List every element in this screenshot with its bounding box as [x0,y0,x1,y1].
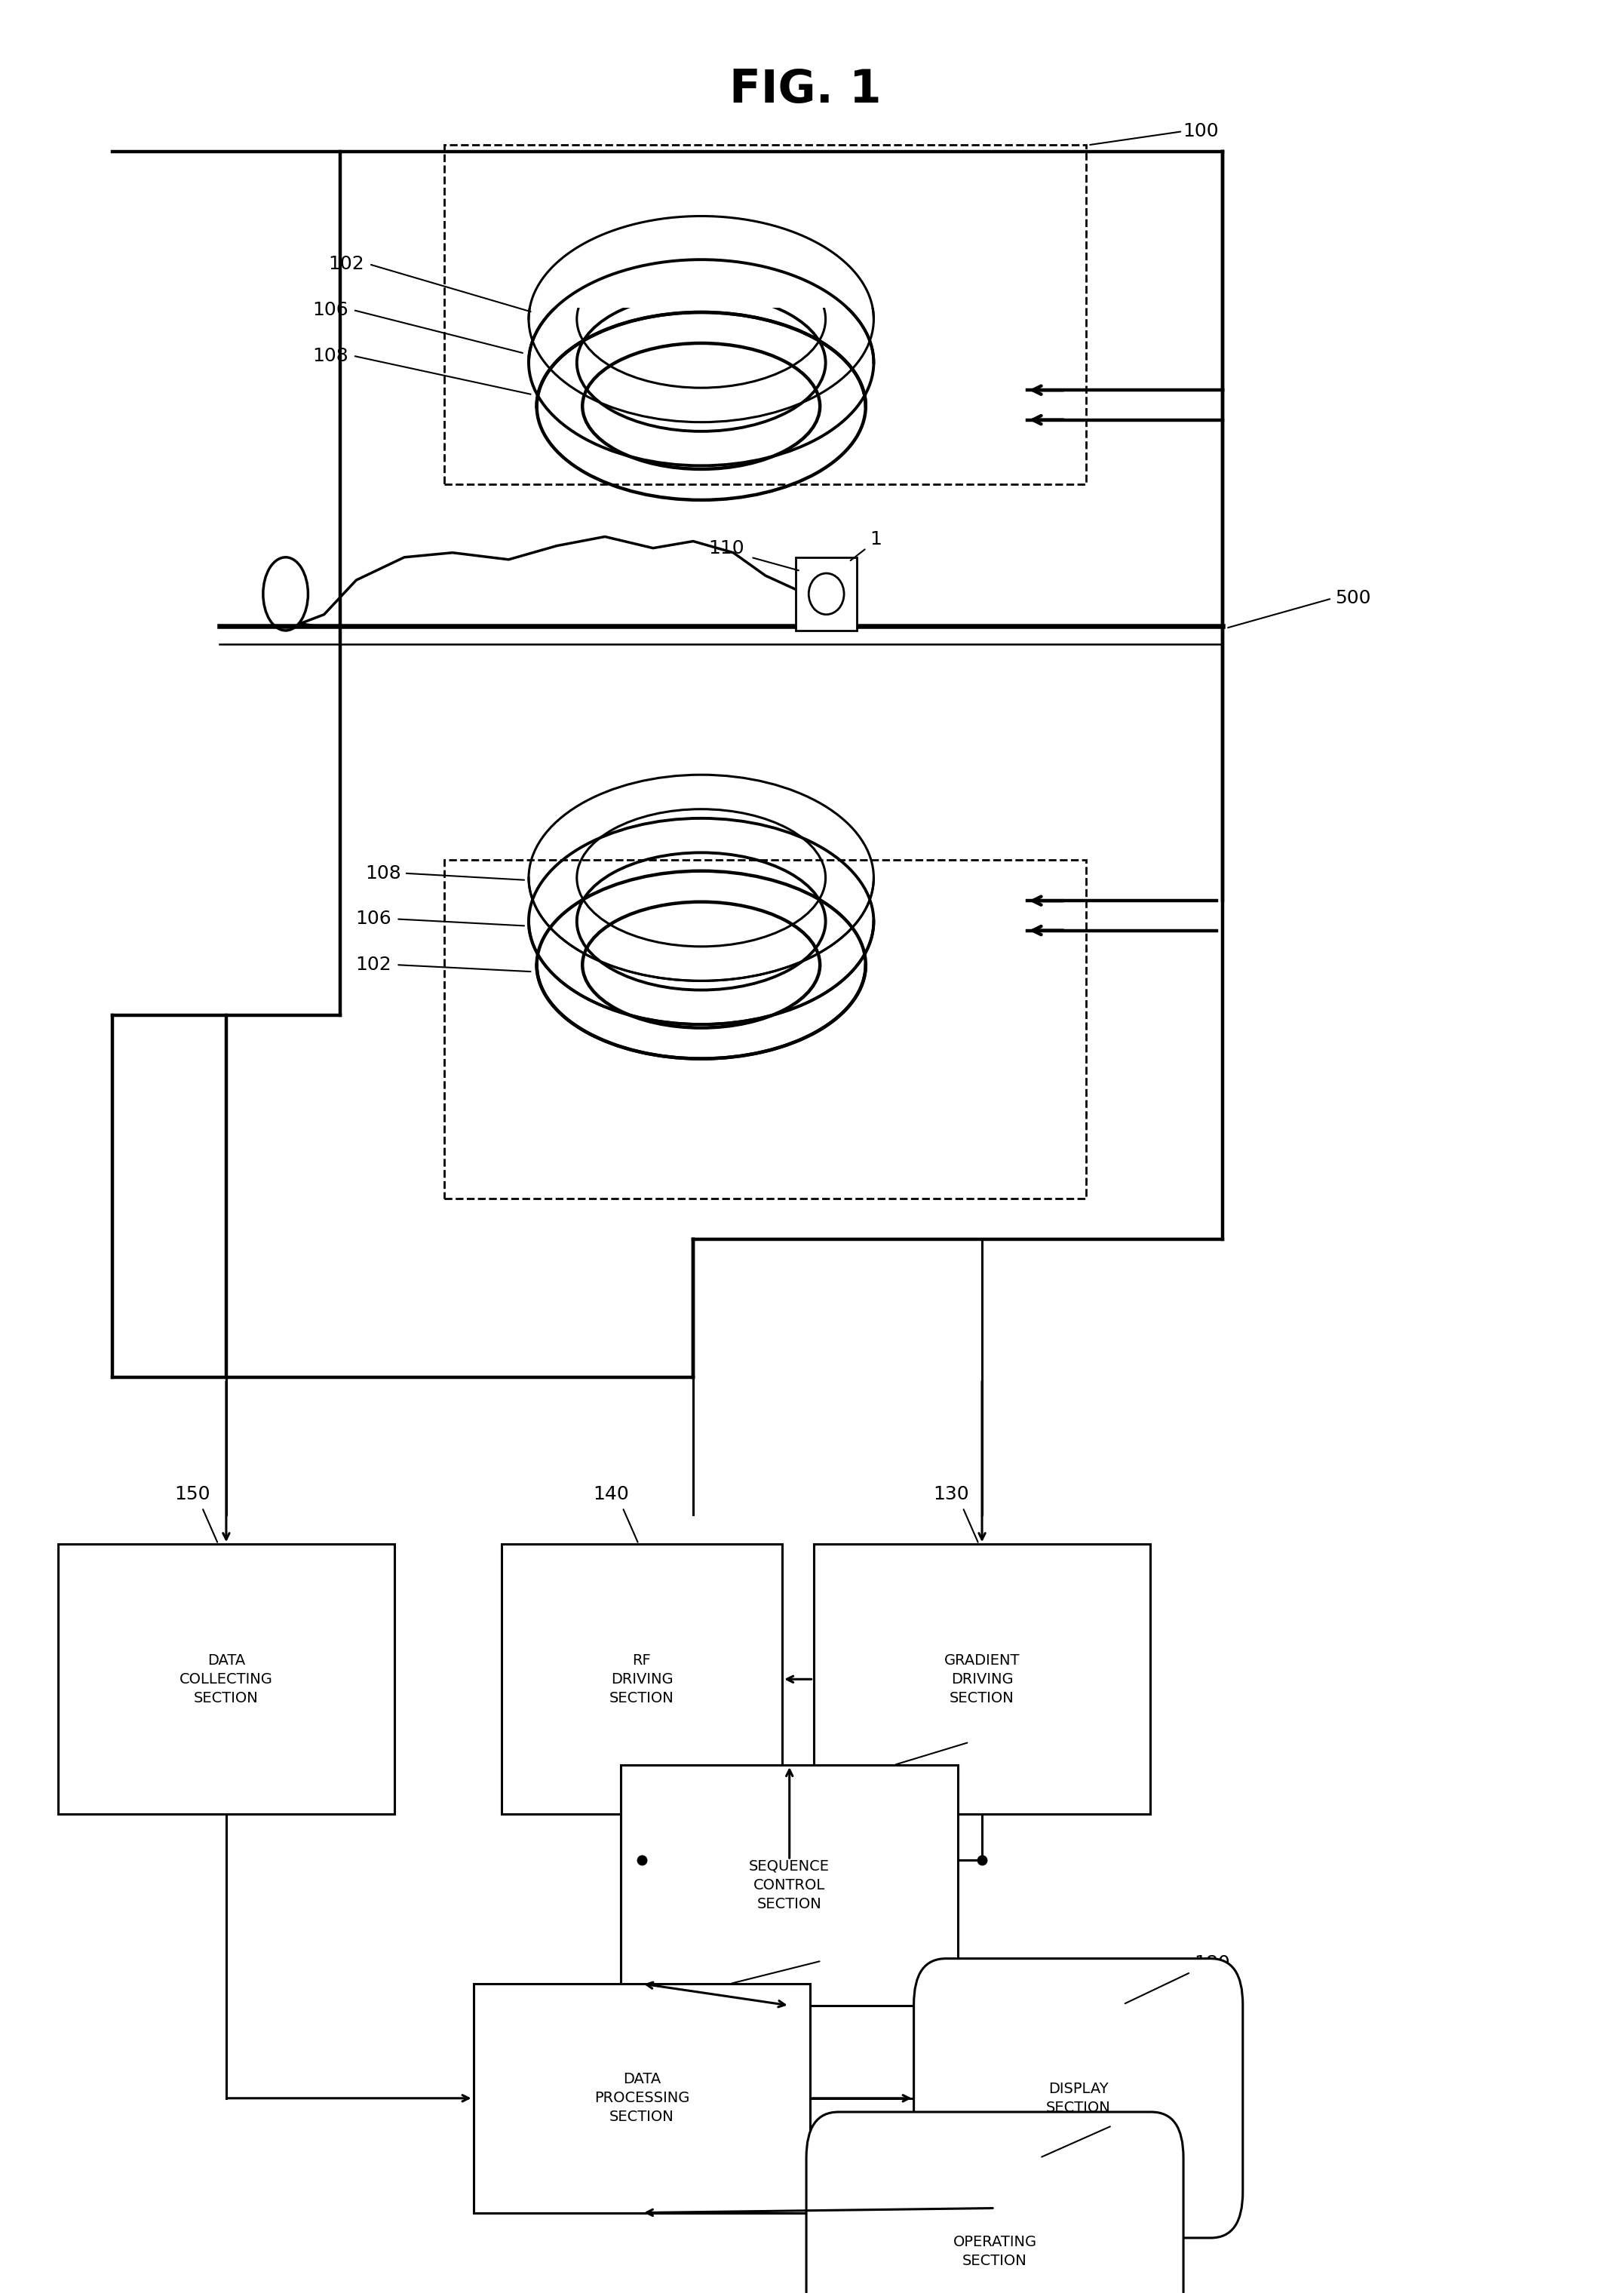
FancyBboxPatch shape [474,1984,810,2213]
Bar [449,149,1081,308]
Text: 170: 170 [826,1942,862,1961]
Text: SEQUENCE
CONTROL
SECTION: SEQUENCE CONTROL SECTION [749,1860,830,1910]
Text: 102: 102 [356,955,391,974]
Text: 106: 106 [356,909,391,928]
Text: DISPLAY
SECTION: DISPLAY SECTION [1046,2082,1110,2115]
Text: 130: 130 [933,1486,970,1504]
Text: FIG. 1: FIG. 1 [730,69,881,113]
FancyBboxPatch shape [501,1545,783,1814]
Text: 190: 190 [1115,2108,1152,2126]
Text: 100: 100 [1182,122,1218,140]
Text: DATA
PROCESSING
SECTION: DATA PROCESSING SECTION [594,2073,690,2124]
Text: GRADIENT
DRIVING
SECTION: GRADIENT DRIVING SECTION [944,1653,1020,1706]
Text: 110: 110 [709,540,744,558]
Bar [445,145,1086,484]
Text: 150: 150 [174,1486,209,1504]
Text: 106: 106 [313,301,348,319]
Text: 102: 102 [329,255,364,273]
FancyBboxPatch shape [806,2112,1184,2296]
Text: 108: 108 [313,347,348,365]
FancyBboxPatch shape [620,1766,959,2004]
FancyBboxPatch shape [913,1958,1242,2239]
Text: 140: 140 [593,1486,628,1504]
FancyBboxPatch shape [814,1545,1150,1814]
Bar [445,859,1086,1199]
Bar [449,1029,1081,1192]
Text: DATA
COLLECTING
SECTION: DATA COLLECTING SECTION [179,1653,272,1706]
Text: 180: 180 [1194,1954,1229,1972]
Text: 108: 108 [366,863,401,882]
Text: RF
DRIVING
SECTION: RF DRIVING SECTION [609,1653,673,1706]
FancyBboxPatch shape [796,558,857,631]
Text: OPERATING
SECTION: OPERATING SECTION [954,2234,1037,2268]
Text: 160: 160 [975,1724,1010,1743]
Text: 1: 1 [870,530,881,549]
Text: 500: 500 [1336,590,1371,608]
FancyBboxPatch shape [58,1545,395,1814]
